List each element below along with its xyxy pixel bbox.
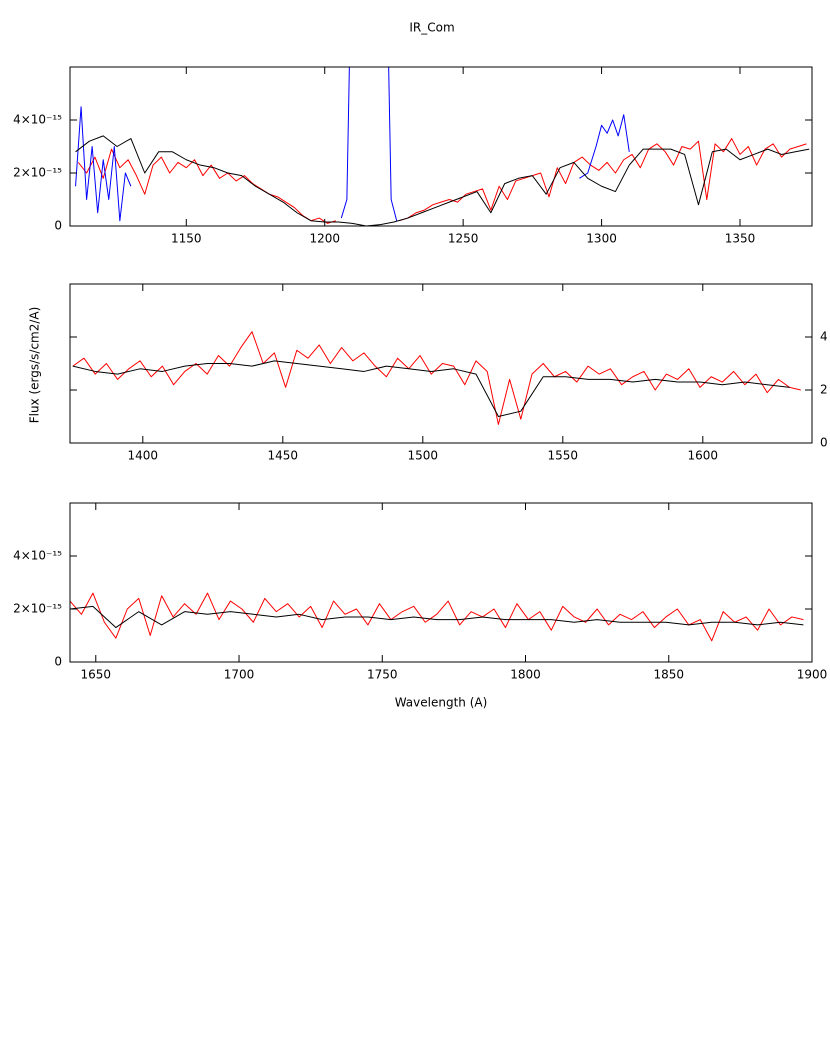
- panel: [70, 592, 804, 642]
- y-tick-label: 0: [54, 655, 62, 669]
- y-tick-label: 4: [820, 330, 828, 344]
- y-tick-label: 0: [820, 436, 828, 450]
- spectrum-line: [75, 135, 810, 226]
- plot-frame: [69, 502, 813, 663]
- spectrum-line: [72, 331, 801, 425]
- y-axis-label: Flux (ergs/s/cm2/A): [28, 307, 42, 424]
- x-tick-label: 1500: [408, 449, 439, 463]
- plot-frame: [69, 66, 813, 227]
- x-tick-label: 1750: [367, 668, 398, 682]
- spectrum-line: [72, 360, 790, 417]
- x-axis-label: Wavelength (A): [395, 696, 488, 710]
- y-tick-label: 2×10⁻¹⁵: [13, 602, 62, 616]
- spectrum-line: [70, 605, 804, 629]
- x-tick-label: 1850: [653, 668, 684, 682]
- spectrum-line: [75, 67, 630, 222]
- y-tick-label: 4×10⁻¹⁵: [13, 113, 62, 127]
- spectrum-line: [77, 138, 807, 224]
- x-tick-label: 1600: [688, 449, 719, 463]
- plot-frame: [69, 283, 813, 444]
- x-tick-label: 1200: [309, 232, 340, 246]
- chart-title: IR_Com: [409, 21, 454, 35]
- y-tick-label: 4×10⁻¹⁵: [13, 549, 62, 563]
- x-tick-label: 1250: [448, 232, 479, 246]
- x-tick-label: 1800: [510, 668, 541, 682]
- y-tick-label: 2×10⁻¹⁵: [13, 166, 62, 180]
- x-tick-label: 1650: [81, 668, 112, 682]
- x-tick-label: 1150: [171, 232, 202, 246]
- panel: [75, 67, 810, 226]
- x-tick-label: 1300: [586, 232, 617, 246]
- spectrum-line: [70, 592, 804, 642]
- panel: [72, 331, 801, 425]
- y-tick-label: 0: [54, 219, 62, 233]
- x-tick-label: 1350: [725, 232, 756, 246]
- x-tick-label: 1400: [128, 449, 159, 463]
- x-tick-label: 1450: [268, 449, 299, 463]
- x-tick-label: 1900: [797, 668, 828, 682]
- x-tick-label: 1700: [224, 668, 255, 682]
- y-tick-label: 2: [820, 383, 828, 397]
- x-tick-label: 1550: [548, 449, 579, 463]
